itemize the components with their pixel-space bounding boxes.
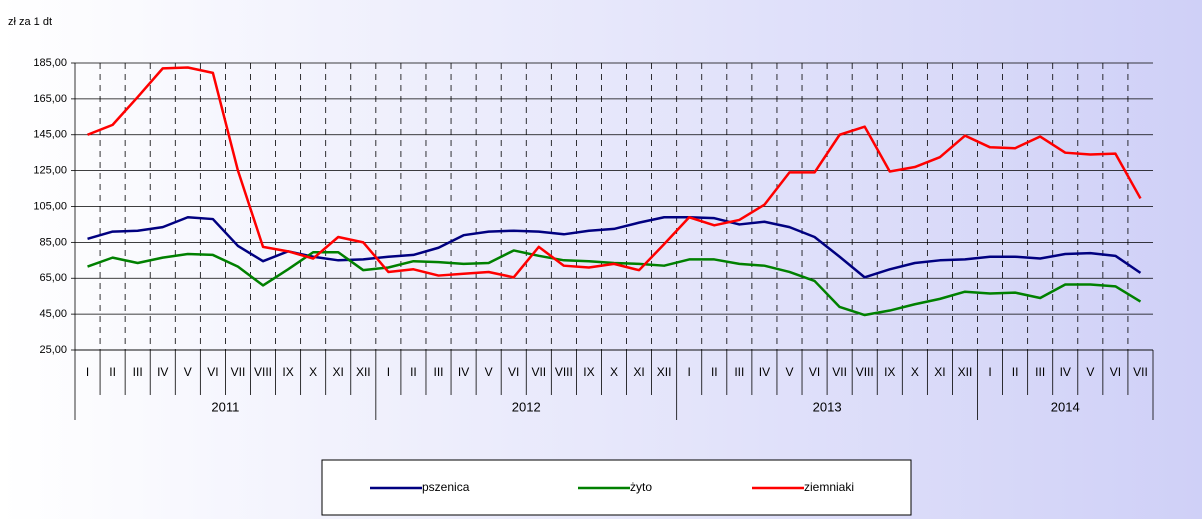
x-tick-label: V xyxy=(485,365,493,379)
x-tick-label: IX xyxy=(282,365,293,379)
x-tick-label: I xyxy=(86,365,89,379)
x-tick-label: XI xyxy=(333,365,344,379)
y-tick-label: 165,00 xyxy=(33,93,67,105)
x-tick-label: III xyxy=(133,365,143,379)
x-tick-label: VI xyxy=(1110,365,1121,379)
x-tick-label: VIII xyxy=(555,365,573,379)
y-tick-label: 25,00 xyxy=(39,344,67,356)
x-tick-label: VI xyxy=(508,365,519,379)
x-tick-label: XII xyxy=(958,365,973,379)
x-tick-label: VIII xyxy=(254,365,272,379)
y-tick-label: 145,00 xyxy=(33,129,67,141)
legend-label: pszenica xyxy=(422,480,470,494)
y-tick-label: 85,00 xyxy=(39,236,67,248)
y-tick-label: 105,00 xyxy=(33,200,67,212)
x-tick-label: X xyxy=(610,365,618,379)
x-tick-label: VI xyxy=(809,365,820,379)
x-tick-label: III xyxy=(1035,365,1045,379)
x-tick-label: IV xyxy=(157,365,168,379)
legend-label: ziemniaki xyxy=(804,480,854,494)
x-tick-label: IX xyxy=(884,365,895,379)
x-group-label: 2014 xyxy=(1051,399,1080,414)
series-line xyxy=(87,66,1142,279)
x-tick-label: IV xyxy=(458,365,469,379)
x-tick-label: XII xyxy=(657,365,672,379)
x-tick-label: V xyxy=(785,365,793,379)
x-tick-label: I xyxy=(387,365,390,379)
x-tick-label: I xyxy=(988,365,991,379)
x-tick-label: XI xyxy=(633,365,644,379)
y-tick-label: 125,00 xyxy=(33,165,67,177)
series-line xyxy=(87,216,1142,279)
x-tick-label: XI xyxy=(934,365,945,379)
x-tick-label: VII xyxy=(531,365,546,379)
x-group-label: 2011 xyxy=(211,399,239,414)
x-tick-label: II xyxy=(1012,365,1019,379)
x-tick-label: VI xyxy=(207,365,218,379)
x-tick-label: VII xyxy=(1133,365,1148,379)
x-tick-label: VIII xyxy=(856,365,874,379)
x-tick-label: XII xyxy=(356,365,371,379)
x-group-label: 2012 xyxy=(512,399,541,414)
x-tick-label: I xyxy=(688,365,691,379)
y-tick-label: 65,00 xyxy=(39,272,67,284)
x-tick-label: II xyxy=(109,365,116,379)
series-line xyxy=(87,249,1142,317)
x-group-label: 2013 xyxy=(813,399,842,414)
x-tick-label: IV xyxy=(1060,365,1071,379)
x-tick-label: IV xyxy=(759,365,770,379)
x-tick-label: VII xyxy=(832,365,847,379)
y-tick-label: 185,00 xyxy=(33,57,67,69)
x-tick-label: IX xyxy=(583,365,594,379)
y-tick-label: 45,00 xyxy=(39,308,67,320)
x-tick-label: V xyxy=(1086,365,1094,379)
x-tick-label: VII xyxy=(231,365,246,379)
x-tick-label: X xyxy=(911,365,919,379)
x-tick-label: III xyxy=(734,365,744,379)
legend-label: żyto xyxy=(630,480,652,494)
x-tick-label: X xyxy=(309,365,317,379)
x-tick-label: III xyxy=(434,365,444,379)
y-axis-label: zł za 1 dt xyxy=(8,16,52,28)
x-tick-label: II xyxy=(410,365,417,379)
x-tick-label: V xyxy=(184,365,192,379)
x-tick-label: II xyxy=(711,365,718,379)
